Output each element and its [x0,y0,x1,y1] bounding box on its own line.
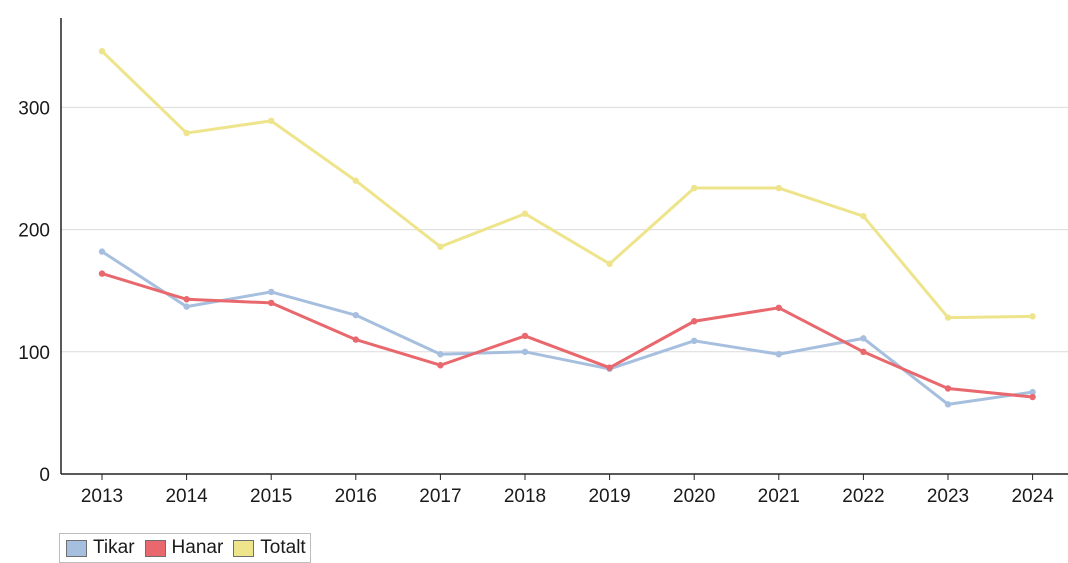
x-tick-label: 2023 [927,486,969,507]
data-point-totalt [606,260,613,268]
data-point-tikar [98,248,106,255]
legend-item-totalt: Totalt [233,537,306,559]
data-point-tikar [1029,388,1036,396]
y-tick-label: 0 [39,465,50,486]
legend: Tikar Hanar Totalt [59,533,311,563]
data-point-tikar [352,311,359,319]
y-tick-label: 300 [18,98,50,119]
legend-swatch [144,539,166,557]
series-line-tikar [100,250,1035,406]
data-point-hanar [521,332,529,340]
data-point-hanar [437,362,444,369]
legend-label: Tikar [93,537,135,558]
data-point-totalt [944,314,952,321]
legend-swatch [66,539,87,557]
legend-label: Totalt [260,537,306,558]
data-point-hanar [1029,393,1036,401]
data-point-totalt [860,212,867,220]
data-point-totalt [691,184,698,192]
data-point-hanar [944,385,952,392]
series-line-hanar [100,272,1035,399]
y-tick-labels: 0 100 200 300 [18,98,50,486]
data-point-totalt [98,47,106,55]
data-point-tikar [521,348,529,355]
x-tick-label: 2017 [419,486,461,507]
x-tick-label: 2016 [335,486,377,507]
x-tick-label: 2015 [250,486,292,507]
x-tick-label: 2014 [165,486,208,507]
data-point-totalt [521,210,529,217]
data-point-totalt [437,243,444,250]
legend-item-tikar: Tikar [66,537,135,559]
data-point-hanar [352,336,359,343]
series-lines [98,47,1036,408]
gridlines [61,106,1068,353]
x-tick-label: 2024 [1011,486,1054,507]
data-point-tikar [437,351,444,358]
data-point-tikar [183,303,190,310]
y-tick-label: 100 [18,343,50,364]
data-point-hanar [183,296,190,303]
axes [60,18,1068,480]
data-point-totalt [775,184,782,192]
x-tick-label: 2019 [588,486,630,507]
data-point-hanar [860,348,867,355]
x-tick-label: 2013 [81,486,123,507]
data-point-tikar [944,401,952,408]
x-tick-labels: 2013 2014 2015 2016 2017 2018 2019 2020 2021 2022… [81,486,1054,507]
data-point-totalt [183,129,190,137]
data-point-hanar [691,318,698,325]
x-tick-label: 2022 [842,486,884,507]
x-tick-label: 2020 [673,486,715,507]
y-tick-label: 200 [18,221,50,242]
data-point-hanar [606,364,613,371]
legend-item-hanar: Hanar [144,537,224,559]
legend-label: Hanar [171,537,224,558]
data-point-tikar [691,337,698,345]
series-line-totalt [100,49,1035,320]
data-point-hanar [98,270,106,277]
data-point-tikar [860,335,867,342]
data-point-tikar [268,288,275,296]
x-tick-label: 2018 [504,486,546,507]
data-point-totalt [268,117,275,125]
data-point-tikar [775,351,782,358]
data-point-hanar [775,304,782,312]
data-point-hanar [268,299,275,307]
x-tick-label: 2021 [758,486,800,507]
legend-swatch [233,539,255,557]
data-point-totalt [1029,313,1036,320]
data-point-totalt [352,177,359,184]
